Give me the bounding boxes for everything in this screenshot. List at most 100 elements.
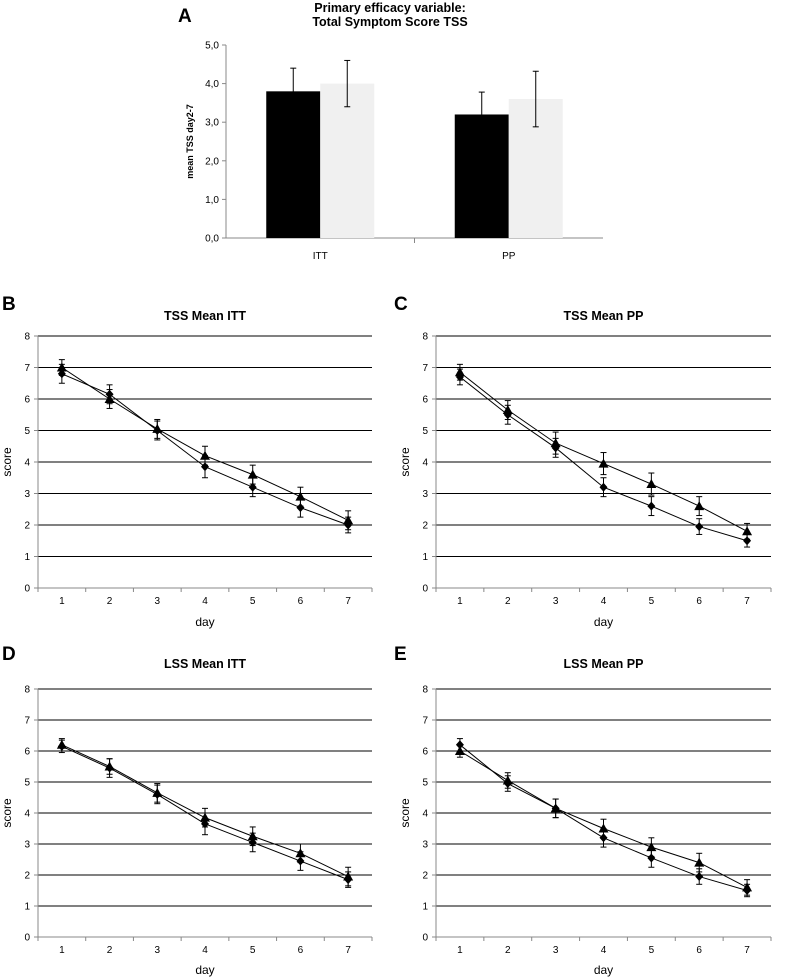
point-triangle <box>454 367 465 377</box>
y-axis-label: score <box>398 447 412 477</box>
y-tick-label: 0 <box>24 933 30 944</box>
panel-a-chart: A Primary efficacy variable:Total Symptom… <box>178 1 603 262</box>
y-tick-label: 1 <box>24 902 30 913</box>
x-tick-label: 3 <box>553 596 559 607</box>
chart-title: LSS Mean PP <box>564 657 644 671</box>
y-tick-label: 1 <box>24 552 30 563</box>
point-diamond <box>695 872 704 882</box>
bar <box>266 91 321 238</box>
point-diamond <box>248 482 257 492</box>
x-tick-label: 6 <box>298 945 304 956</box>
x-tick-label: 5 <box>250 596 256 607</box>
y-tick-label: 4 <box>24 809 30 820</box>
x-tick-label: 5 <box>250 945 256 956</box>
y-axis-label: score <box>0 447 14 477</box>
x-tick-label: 3 <box>553 945 559 956</box>
series-line-triangle <box>459 371 748 532</box>
y-tick-label: 7 <box>24 716 30 727</box>
point-triangle <box>104 394 115 403</box>
point-diamond <box>647 853 656 863</box>
y-tick-label: 7 <box>24 363 30 374</box>
y-tick-label: 3 <box>24 489 30 500</box>
point-diamond <box>695 522 704 532</box>
point-triangle <box>550 803 561 813</box>
y-tick-label: 5,0 <box>205 41 219 52</box>
panel-label-c: C <box>394 294 408 315</box>
y-tick-label: 6 <box>24 747 30 758</box>
point-triangle <box>56 362 67 372</box>
point-triangle <box>598 823 609 833</box>
point-triangle <box>343 871 354 881</box>
x-tick-label: 1 <box>457 945 463 956</box>
y-tick-label: 1,0 <box>205 195 219 206</box>
chart-title: TSS Mean ITT <box>164 309 246 323</box>
x-tick-label: 7 <box>744 596 750 607</box>
point-triangle <box>454 746 465 755</box>
x-tick-label: 4 <box>202 596 208 607</box>
point-triangle <box>694 501 705 511</box>
x-axis-label: day <box>594 963 613 977</box>
y-tick-label: 5 <box>422 778 428 789</box>
point-triangle <box>343 515 354 525</box>
y-tick-label: 0 <box>24 584 30 595</box>
panel-b-chart: B TSS Mean ITT 0 1 2 3 4 5 6 7 8 1 2 3 4 5 6 7 day score <box>0 294 373 629</box>
chart-title-line: Primary efficacy variable: <box>314 1 465 15</box>
x-tick-label: 2 <box>505 945 511 956</box>
bar <box>320 83 375 238</box>
x-tick-label: PP <box>502 251 516 262</box>
y-tick-label: 2 <box>422 871 428 882</box>
point-triangle <box>742 882 753 892</box>
y-tick-label: 3 <box>24 840 30 851</box>
x-tick-label: 4 <box>601 945 607 956</box>
point-diamond <box>201 462 209 472</box>
point-triangle <box>694 857 705 867</box>
y-axis-label: mean TSS day2-7 <box>185 104 195 179</box>
y-tick-label: 8 <box>24 685 30 696</box>
y-tick-label: 3 <box>422 840 428 851</box>
series-line-triangle <box>61 367 349 521</box>
x-tick-label: 1 <box>59 596 65 607</box>
panel-label-e: E <box>394 644 407 665</box>
y-tick-label: 7 <box>422 363 428 374</box>
point-diamond <box>296 503 305 513</box>
point-triangle <box>295 848 306 858</box>
y-axis-label: score <box>398 798 412 828</box>
point-triangle <box>104 761 115 771</box>
y-axis-label: score <box>0 798 14 828</box>
panel-d-chart: D LSS Mean ITT 0 1 2 3 4 5 6 7 8 1 2 3 4 5 6 7 day score <box>0 644 373 977</box>
x-tick-label: 2 <box>107 596 113 607</box>
x-tick-label: 6 <box>696 945 702 956</box>
point-triangle <box>502 405 513 415</box>
y-tick-label: 6 <box>422 395 428 406</box>
point-triangle <box>646 479 657 489</box>
x-tick-label: 1 <box>457 596 463 607</box>
y-tick-label: 0 <box>422 933 428 944</box>
point-triangle <box>598 458 609 468</box>
y-tick-label: 6 <box>24 395 30 406</box>
chart-title-line: Total Symptom Score TSS <box>312 15 467 29</box>
x-tick-label: 7 <box>345 596 351 607</box>
y-tick-label: 8 <box>422 332 428 343</box>
y-tick-label: 7 <box>422 716 428 727</box>
point-triangle <box>247 469 258 479</box>
y-tick-label: 6 <box>422 747 428 758</box>
y-tick-label: 5 <box>24 426 30 437</box>
panel-label-b: B <box>2 294 16 315</box>
x-axis-label: day <box>195 963 214 977</box>
x-tick-label: 4 <box>601 596 607 607</box>
y-tick-label: 0,0 <box>205 234 219 245</box>
y-tick-label: 5 <box>24 778 30 789</box>
x-tick-label: 2 <box>107 945 113 956</box>
x-tick-label: 3 <box>155 596 161 607</box>
x-tick-label: 5 <box>649 596 655 607</box>
point-triangle <box>152 787 163 797</box>
point-triangle <box>247 831 258 841</box>
x-tick-label: 7 <box>345 945 351 956</box>
x-tick-label: 1 <box>59 945 65 956</box>
panel-label-d: D <box>2 644 16 665</box>
chart-title: LSS Mean ITT <box>164 657 246 671</box>
x-tick-label: 4 <box>202 945 208 956</box>
point-triangle <box>646 842 657 852</box>
point-triangle <box>152 423 163 433</box>
